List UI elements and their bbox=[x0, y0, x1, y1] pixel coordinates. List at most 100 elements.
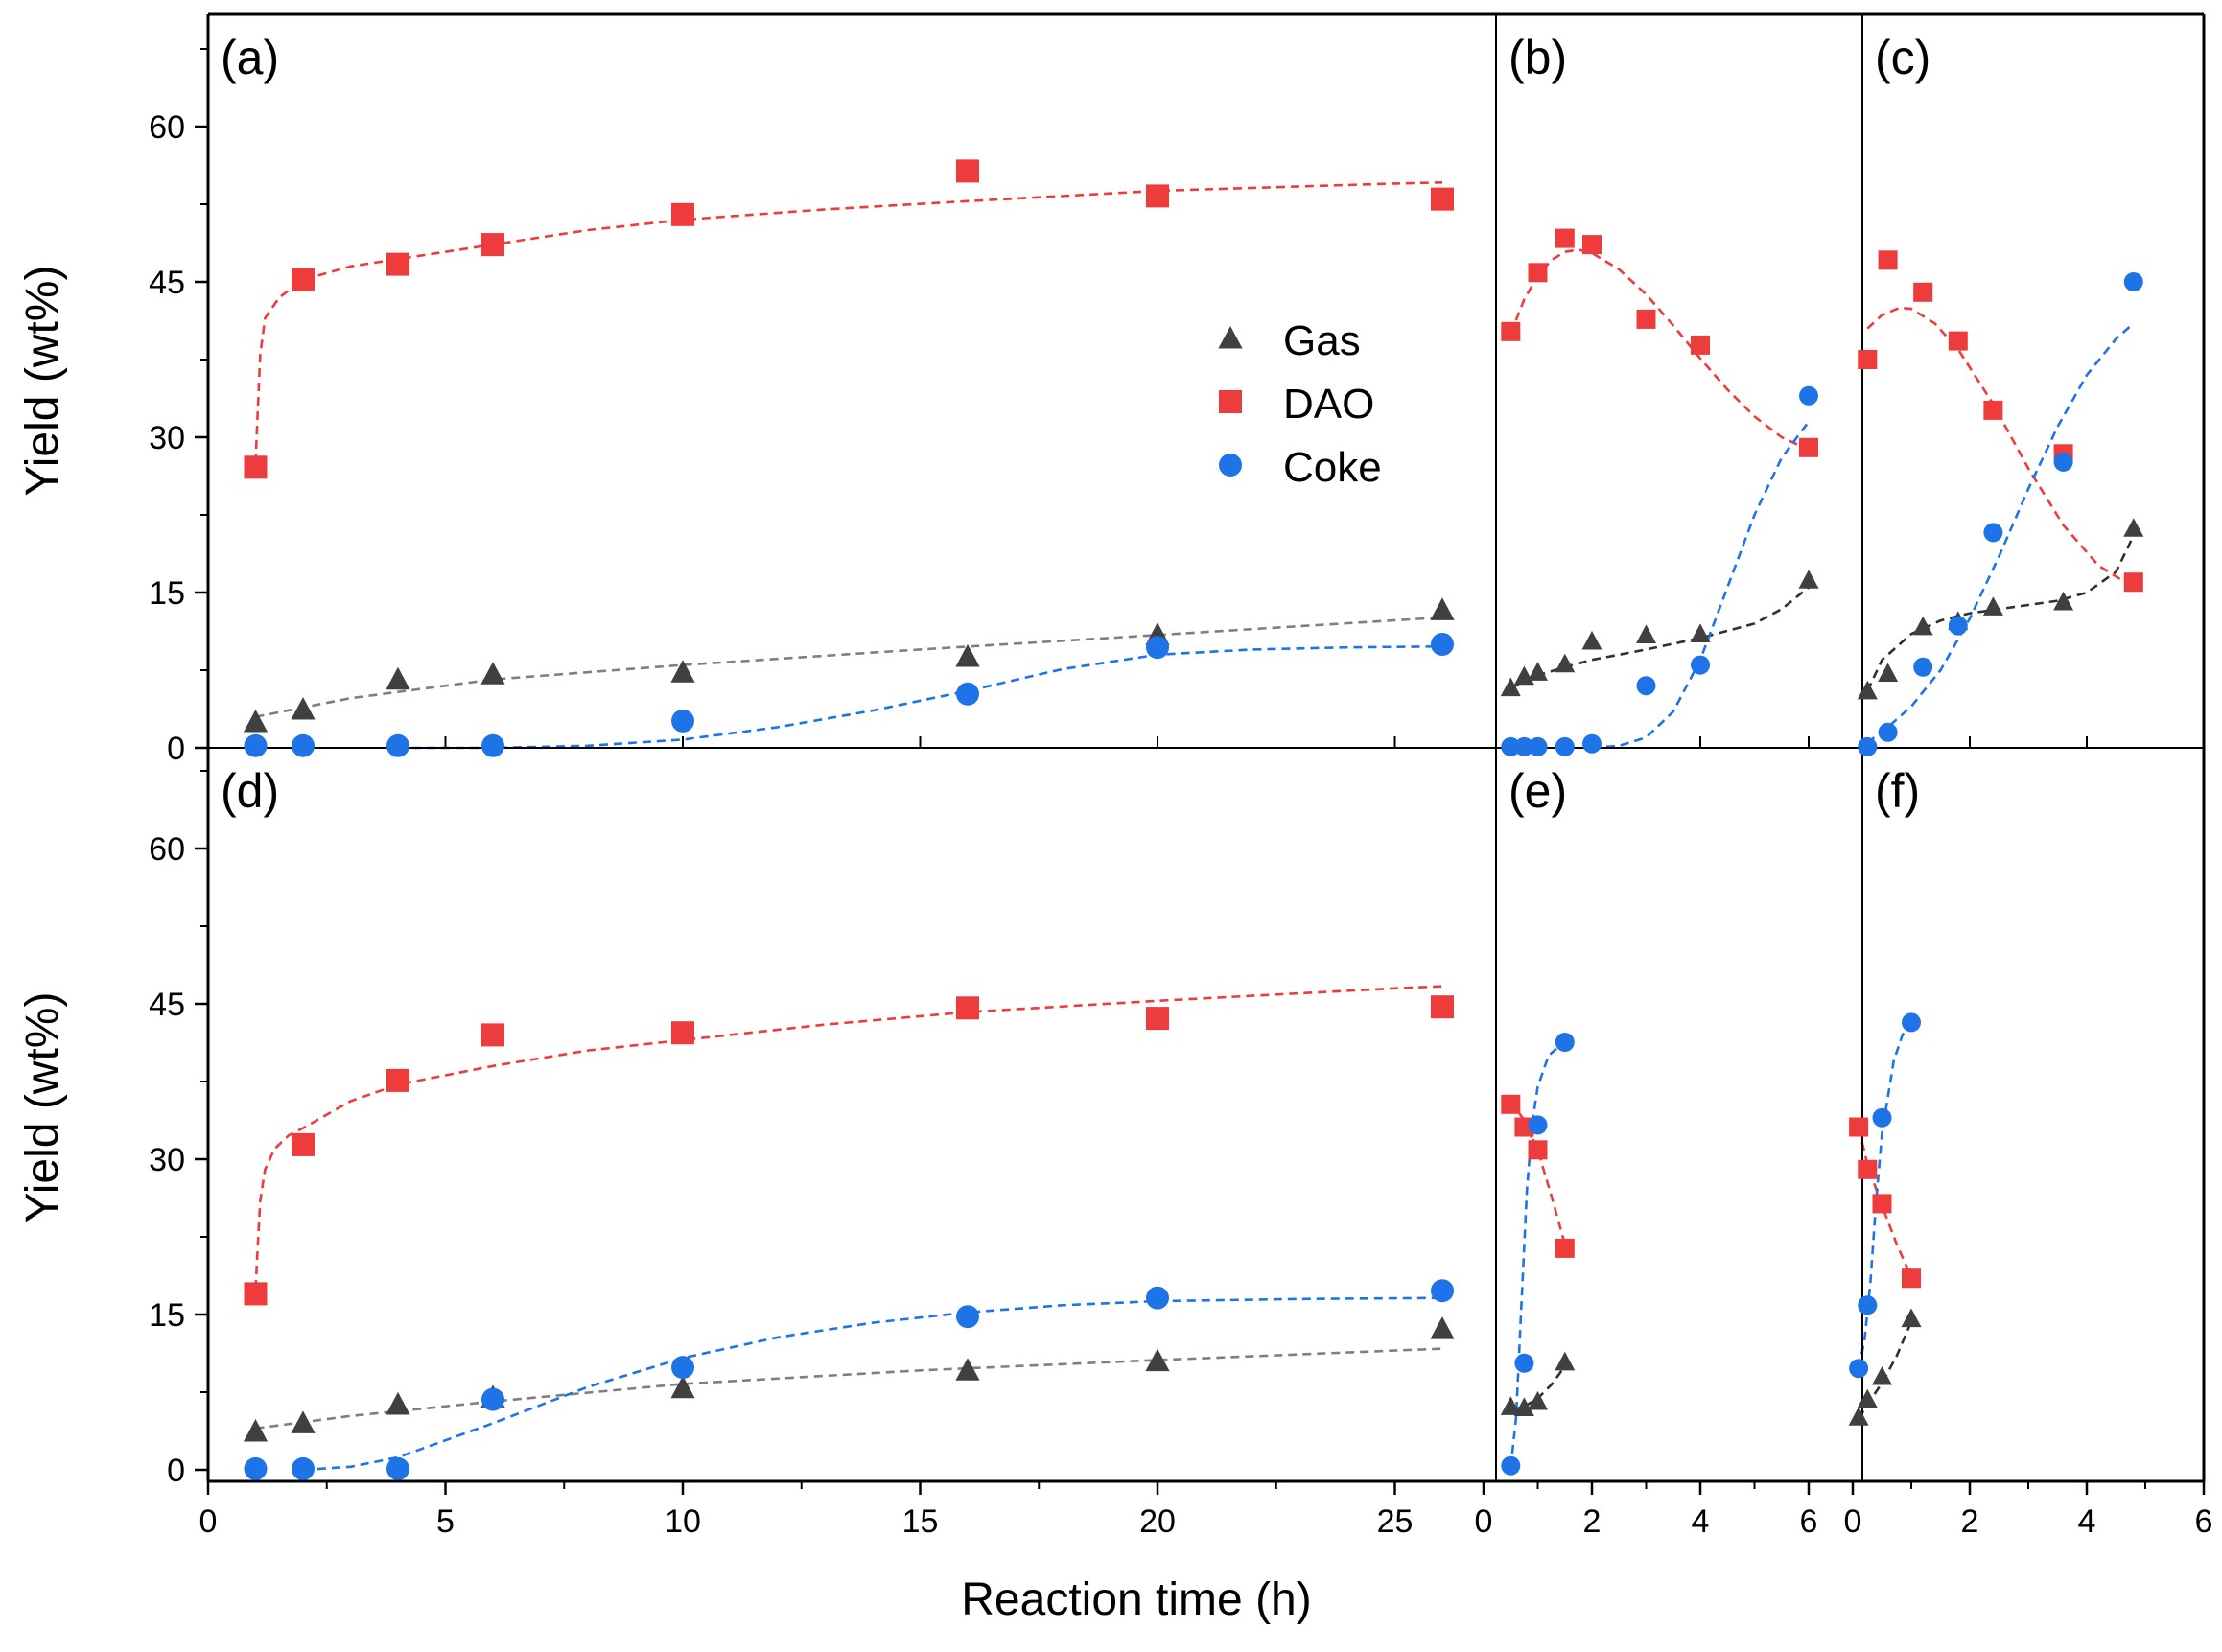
panel-d-coke-point bbox=[386, 1456, 409, 1480]
panel-e-coke-point bbox=[1528, 1115, 1548, 1135]
panel-d-x-tick-label: 20 bbox=[1139, 1503, 1176, 1540]
panel-a-coke-point bbox=[481, 733, 504, 757]
panel-d-y-tick-label: 60 bbox=[149, 831, 185, 868]
panel-d-y-tick-label: 15 bbox=[149, 1297, 185, 1334]
panel-d-dao-point bbox=[671, 1021, 694, 1045]
panel-d-x-tick-label: 5 bbox=[436, 1503, 455, 1540]
panel-b-coke-point bbox=[1799, 385, 1818, 406]
panel-d-coke-fit-line bbox=[302, 1296, 1443, 1472]
panel-c-dao-point bbox=[1948, 331, 1968, 351]
legend-label-dao: DAO bbox=[1283, 381, 1374, 428]
panel-d-coke-point bbox=[1431, 1279, 1454, 1303]
panel-e-dao-point bbox=[1555, 1238, 1575, 1258]
panel-f-label: (f) bbox=[1875, 764, 1920, 818]
panel-a-coke-point bbox=[1146, 636, 1169, 660]
panel-f-dao-point bbox=[1872, 1194, 1892, 1214]
legend: Gas DAO Coke bbox=[1218, 317, 1382, 491]
panel-d-dao-point bbox=[244, 1282, 268, 1306]
panel-d-dao-point bbox=[1146, 1007, 1169, 1031]
legend-marker-gas bbox=[1218, 326, 1243, 349]
panel-c-coke-point bbox=[2123, 272, 2143, 291]
panel-b-dao-point bbox=[1582, 235, 1602, 255]
panel-c-gas-point bbox=[1982, 596, 2003, 616]
panel-b-label: (b) bbox=[1509, 31, 1567, 84]
panel-a-dao-point bbox=[671, 202, 694, 226]
panel-e-gas-point bbox=[1528, 1390, 1548, 1410]
panel-f-gas-point bbox=[1848, 1407, 1869, 1426]
panel-a-dao-point bbox=[481, 233, 504, 257]
panel-c-dao-point bbox=[1913, 282, 1933, 302]
panel-c-dao-point bbox=[1878, 250, 1898, 270]
panel-b-dao-point bbox=[1555, 228, 1575, 248]
panel-d-coke-point bbox=[671, 1356, 694, 1380]
panel-d-gas-point bbox=[1430, 1316, 1455, 1339]
panel-b-gas-point bbox=[1636, 624, 1656, 643]
panel-e-x-tick-label: 4 bbox=[1692, 1503, 1710, 1540]
panel-b-dao-point bbox=[1528, 263, 1548, 283]
legend-label-gas: Gas bbox=[1283, 317, 1361, 364]
panel-d-x-tick-label: 15 bbox=[902, 1503, 939, 1540]
panel-a-coke-point bbox=[386, 733, 409, 757]
panel-d-coke-point bbox=[481, 1387, 504, 1411]
panel-a-dao-point bbox=[386, 252, 409, 276]
panel-a-coke-fit-line bbox=[398, 644, 1443, 750]
panel-d-x-tick-label: 25 bbox=[1377, 1503, 1414, 1540]
panel-a-gas-point bbox=[243, 710, 269, 733]
panel-a-y-tick-label: 15 bbox=[149, 575, 185, 612]
panel-d-coke-point bbox=[292, 1456, 315, 1480]
panel-d-dao-point bbox=[1431, 995, 1454, 1019]
panel-b-coke-point bbox=[1501, 736, 1521, 756]
panel-c-gas-point bbox=[1912, 616, 1933, 636]
panel-f-x-tick-label: 0 bbox=[1844, 1503, 1862, 1540]
panel-e-gas-point bbox=[1513, 1397, 1534, 1416]
panel-a-y-tick-label: 30 bbox=[149, 420, 185, 456]
panel-f-x-tick-label: 6 bbox=[2195, 1503, 2213, 1540]
panel-f-coke-point bbox=[1849, 1359, 1869, 1379]
panel-c-dao-point bbox=[2123, 572, 2143, 593]
panel-f-gas-point bbox=[1901, 1308, 1922, 1328]
panel-b-gas-point bbox=[1555, 653, 1576, 673]
panel-d-x-tick-label: 0 bbox=[199, 1503, 218, 1540]
panel-d-coke-point bbox=[244, 1456, 268, 1480]
panel-b-coke-point bbox=[1636, 676, 1656, 696]
panel-d-gas-point bbox=[670, 1375, 695, 1399]
panel-d-y-tick-label: 30 bbox=[149, 1142, 185, 1178]
panel-f-coke-point bbox=[1902, 1012, 1921, 1033]
panel-b-coke-point bbox=[1528, 736, 1548, 756]
panel-c-gas-point bbox=[1878, 663, 1899, 682]
panel-c-label: (c) bbox=[1875, 31, 1930, 84]
panel-c-dao-fit-line bbox=[1866, 306, 2135, 589]
panel-f-gas-point bbox=[1872, 1366, 1892, 1385]
fit-lines-layer bbox=[254, 181, 2135, 1472]
panel-e-dao-point bbox=[1528, 1140, 1548, 1160]
panel-e-label: (e) bbox=[1509, 764, 1567, 818]
panel-b-dao-fit-line bbox=[1509, 248, 1810, 452]
panel-f-dao-point bbox=[1858, 1159, 1878, 1179]
panel-b-coke-point bbox=[1555, 736, 1575, 756]
panel-e-gas-point bbox=[1500, 1396, 1521, 1415]
panel-a-gas-point bbox=[955, 643, 980, 667]
panel-b-gas-point bbox=[1690, 623, 1711, 642]
panel-c-coke-point bbox=[1913, 657, 1933, 677]
panel-c-coke-point bbox=[2053, 452, 2073, 472]
panel-b-gas-point bbox=[1500, 677, 1521, 697]
markers-layer bbox=[243, 159, 2144, 1480]
panel-d-gas-point bbox=[291, 1410, 316, 1433]
panel-b-coke-point bbox=[1582, 733, 1602, 754]
panel-b-gas-fit-line bbox=[1509, 586, 1810, 689]
panel-a-gas-point bbox=[480, 662, 505, 685]
panel-d-dao-point bbox=[386, 1068, 409, 1092]
panel-e-coke-point bbox=[1555, 1033, 1575, 1052]
panel-b-dao-point bbox=[1636, 309, 1656, 329]
panel-c-dao-point bbox=[1858, 350, 1878, 369]
panel-b-gas-point bbox=[1798, 570, 1819, 589]
panel-b-dao-point bbox=[1501, 321, 1521, 341]
panel-d-gas-point bbox=[243, 1419, 269, 1442]
panel-f-dao-point bbox=[1902, 1268, 1921, 1289]
panel-a-coke-point bbox=[1431, 633, 1454, 656]
panel-d-dao-point bbox=[481, 1023, 504, 1047]
panel-e-dao-fit-line bbox=[1509, 1101, 1567, 1245]
panel-c-coke-point bbox=[1983, 523, 2003, 543]
panel-d-coke-point bbox=[956, 1305, 979, 1329]
